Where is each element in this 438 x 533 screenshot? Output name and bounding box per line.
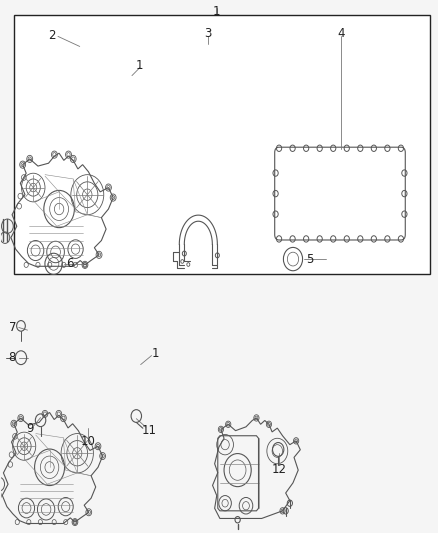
Text: 2: 2 (48, 29, 55, 42)
Bar (14, 14, 430, 274)
Text: 8: 8 (9, 351, 16, 364)
Text: 9: 9 (26, 422, 33, 435)
Text: 6: 6 (66, 257, 73, 270)
Text: 4: 4 (337, 27, 345, 39)
Text: 7: 7 (8, 321, 16, 334)
Text: 1: 1 (152, 348, 159, 360)
Text: 11: 11 (142, 424, 157, 438)
Text: 5: 5 (306, 253, 314, 265)
Text: 10: 10 (81, 435, 96, 448)
Text: 3: 3 (205, 27, 212, 39)
Text: 12: 12 (272, 463, 286, 475)
Text: 1: 1 (136, 59, 144, 71)
Text: 1: 1 (213, 5, 221, 18)
